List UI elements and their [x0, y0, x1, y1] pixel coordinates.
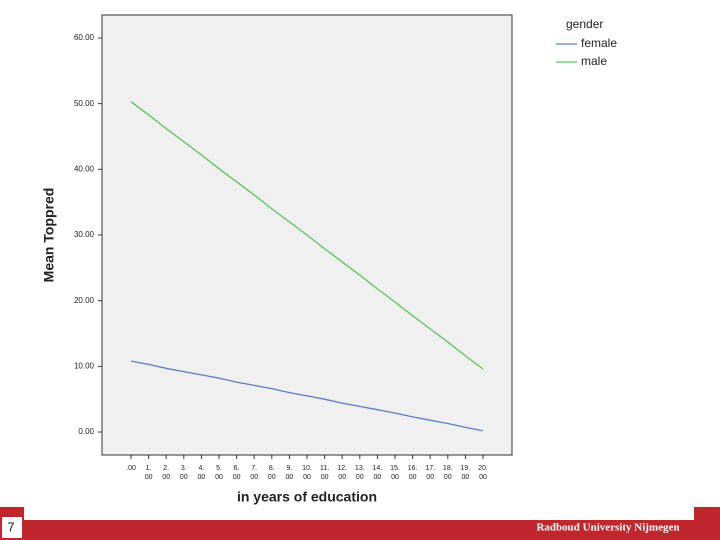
x-tick-label: 8. 00: [268, 465, 276, 481]
footer-text: Radboud University Nijmegen: [536, 522, 679, 534]
x-tick-label: 13. 00: [355, 465, 365, 481]
y-tick-label: 20.00: [74, 296, 95, 305]
y-axis-label: Mean Toppred: [41, 188, 57, 283]
x-tick-label: 20. 00: [478, 465, 488, 481]
x-tick-label: 12. 00: [337, 465, 347, 481]
x-tick-label: 7. 00: [250, 465, 258, 481]
x-tick-label: 10. 00: [302, 465, 312, 481]
x-axis-label: in years of education: [237, 489, 377, 505]
y-tick-label: 60.00: [74, 33, 95, 42]
x-tick-label: 11. 00: [320, 465, 329, 481]
y-tick-label: 30.00: [74, 230, 95, 239]
slide-number: 7: [7, 519, 14, 534]
x-tick-label: 9. 00: [286, 465, 294, 481]
y-tick-label: 10.00: [74, 361, 95, 370]
legend-label: male: [581, 54, 607, 68]
x-tick-label: 18. 00: [443, 465, 453, 481]
series-line: [130, 360, 484, 432]
x-tick-label: 17. 00: [425, 465, 435, 481]
y-tick-label: 50.00: [74, 99, 95, 108]
x-tick-label: 2. 00: [162, 465, 170, 481]
x-tick-label: 1. 00: [145, 465, 153, 481]
y-tick-label: 0.00: [78, 427, 94, 436]
x-tick-label: 16. 00: [408, 465, 418, 481]
logo-box: [694, 507, 720, 540]
footer-bar: [0, 520, 720, 540]
x-tick-label: 6. 00: [233, 465, 241, 481]
series-line: [130, 101, 484, 370]
x-tick-label: 5. 00: [215, 465, 223, 481]
legend-label: female: [581, 36, 617, 50]
slide-number-bg: [2, 517, 22, 538]
x-tick-label: 3. 00: [180, 465, 188, 481]
x-tick-label: 15. 00: [390, 465, 400, 481]
y-tick-label: 40.00: [74, 164, 95, 173]
legend-title: gender: [566, 17, 603, 31]
x-tick-label: 4. 00: [198, 465, 206, 481]
x-tick-label: 19. 00: [461, 465, 471, 481]
x-tick-label: 14. 00: [373, 465, 383, 481]
x-tick-label: .00: [126, 465, 136, 472]
